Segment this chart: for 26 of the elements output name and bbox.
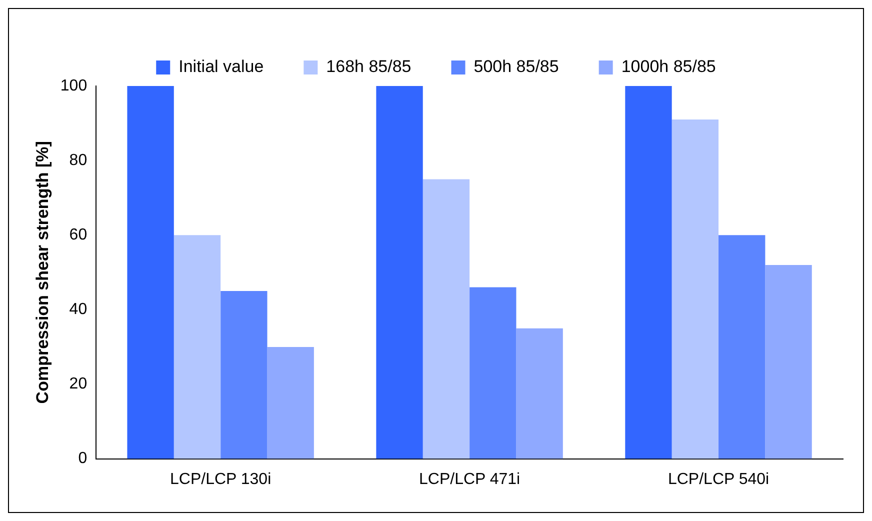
legend-label: 168h 85/85 (326, 57, 412, 76)
y-tick-label: 100 (60, 77, 88, 94)
bar (267, 346, 314, 459)
bar (718, 235, 766, 459)
legend-label: 1000h 85/85 (621, 57, 716, 76)
bar (516, 328, 563, 459)
bar (625, 86, 672, 459)
bar (127, 86, 174, 459)
y-tick-label: 40 (69, 301, 88, 318)
y-axis-title: Compression shear strength [%] (32, 141, 52, 404)
legend-label: 500h 85/85 (474, 57, 559, 76)
y-tick-label: 20 (69, 376, 88, 393)
y-tick-label: 80 (69, 152, 88, 169)
bar (422, 179, 470, 459)
x-tick-label: LCP/LCP 540i (668, 470, 770, 488)
bar (220, 291, 268, 459)
bar (174, 235, 221, 459)
bar (470, 287, 516, 459)
bar (672, 120, 719, 459)
x-tick-label: LCP/LCP 471i (418, 470, 520, 488)
y-tick-label: 60 (69, 226, 88, 244)
y-tick-label: 0 (78, 450, 88, 468)
x-tick-label: LCP/LCP 130i (170, 470, 272, 488)
bar (376, 86, 423, 459)
bar (765, 264, 812, 459)
legend-label: Initial value (178, 57, 264, 76)
